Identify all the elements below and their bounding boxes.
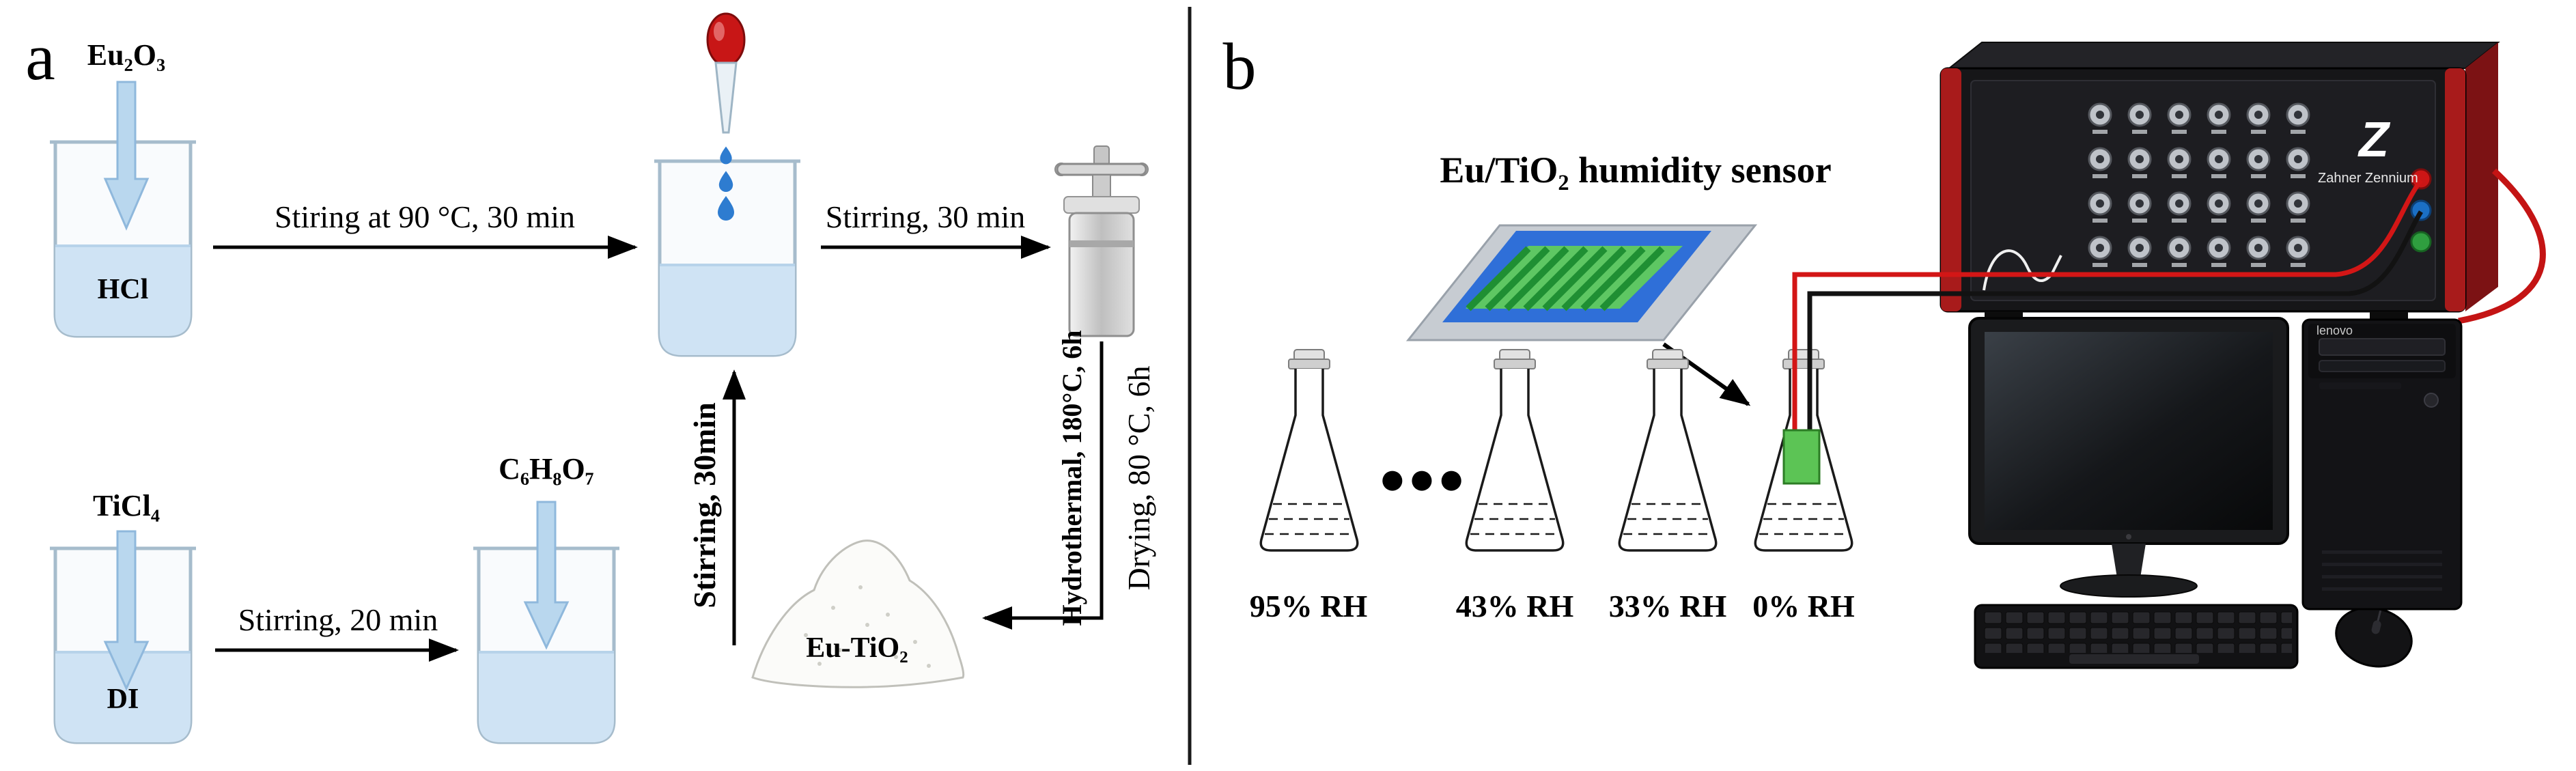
autoclave — [1054, 145, 1149, 337]
impedance-analyzer — [1940, 42, 2500, 321]
liquid-drops — [718, 146, 734, 221]
red-wire — [1792, 178, 2423, 434]
black-wire — [1807, 210, 2423, 434]
flask-43rh — [1465, 348, 1565, 552]
bnc-connector-grid — [2080, 94, 2319, 273]
step-stirring-20-label: Stirring, 20 min — [238, 602, 438, 637]
flask-95rh-label: 95% RH — [1249, 589, 1368, 623]
analyzer-brand-label: Zahner Zennium — [2318, 171, 2418, 186]
mouse — [2335, 606, 2413, 668]
panel-a-label: a — [25, 20, 55, 94]
green-jack — [2410, 231, 2432, 253]
analyzer-logo-z: Z — [2359, 113, 2389, 167]
humidity-sensor-device — [1405, 224, 1758, 341]
tower-brand-label: lenovo — [2316, 324, 2353, 337]
arrow-hydrothermal-down — [982, 341, 1104, 630]
product-label: Eu-TiO₂ — [806, 632, 908, 664]
reagent-eu2o3-label: Eu₂O₃ — [87, 38, 166, 72]
hydrothermal-label: Hydrothermal, 180°C, 6h — [1056, 330, 1087, 626]
monitor — [1968, 317, 2289, 598]
eu2o3-addition-arrow — [103, 81, 150, 231]
citric-addition-arrow — [523, 501, 570, 650]
flask-95rh — [1259, 348, 1359, 552]
sensor-title: Eu/TiO₂ humidity sensor — [1440, 150, 1832, 191]
red-cable-to-pc — [2458, 168, 2546, 324]
analyzer-logo-curve — [1983, 249, 2062, 291]
step-stirring-30-label: Stirring, 30 min — [825, 199, 1026, 234]
panel-b-label: b — [1222, 30, 1257, 104]
drying-label: Drying, 80 °C, 6h — [1121, 365, 1156, 591]
sensor-chip — [1782, 429, 1821, 485]
reagent-citric-label: C₆H₈O₇ — [499, 452, 594, 486]
interdigitated-electrodes — [1466, 246, 1665, 311]
powder-pile — [751, 539, 965, 688]
keyboard — [1974, 604, 2299, 669]
step-stirring-90-label: Stiring at 90 °C, 30 min — [274, 199, 576, 234]
reagent-ticl4-label: TiCl₄ — [93, 489, 160, 522]
flask-0rh-label: 0% RH — [1752, 589, 1855, 623]
blue-jack — [2410, 199, 2432, 221]
ticl4-addition-arrow — [103, 530, 150, 691]
ellipsis-dots: ●●● — [1381, 464, 1470, 494]
flask-43rh-label: 43% RH — [1455, 589, 1574, 623]
beaker-di-label: DI — [107, 684, 139, 715]
dropper — [706, 12, 746, 134]
step-stirring-up-label: Stirring, 30min — [687, 402, 722, 608]
flask-33rh — [1618, 348, 1718, 552]
flask-33rh-label: 33% RH — [1608, 589, 1727, 623]
pc-tower — [2301, 318, 2463, 611]
beaker-hcl-label: HCl — [97, 274, 149, 305]
